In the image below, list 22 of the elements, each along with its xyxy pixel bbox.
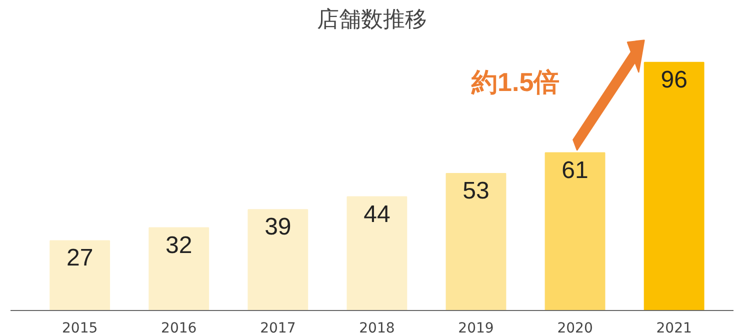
data-label: 27 [66, 244, 94, 272]
data-label: 61 [562, 156, 588, 184]
bar [248, 209, 308, 310]
x-tick-label: 2019 [458, 320, 494, 335]
x-tick-label: 2017 [260, 320, 296, 335]
x-tick-label: 2015 [62, 320, 98, 335]
data-label: 53 [462, 177, 490, 204]
annotation: 約1.5倍 [470, 67, 560, 98]
bar [148, 227, 210, 310]
bar [346, 196, 408, 310]
x-tick-label: 2016 [161, 320, 197, 335]
data-label: 32 [166, 232, 192, 259]
bar [644, 62, 704, 310]
data-label: 44 [364, 200, 390, 228]
chart-title: 店舗数推移 [317, 8, 427, 32]
bar [50, 240, 110, 310]
x-tick-label: 2020 [557, 320, 593, 335]
bar [446, 172, 506, 310]
x-tick-label: 2021 [656, 320, 692, 335]
x-tick-label: 2018 [359, 320, 395, 335]
data-label: 96 [660, 66, 688, 94]
data-label: 39 [264, 214, 292, 241]
